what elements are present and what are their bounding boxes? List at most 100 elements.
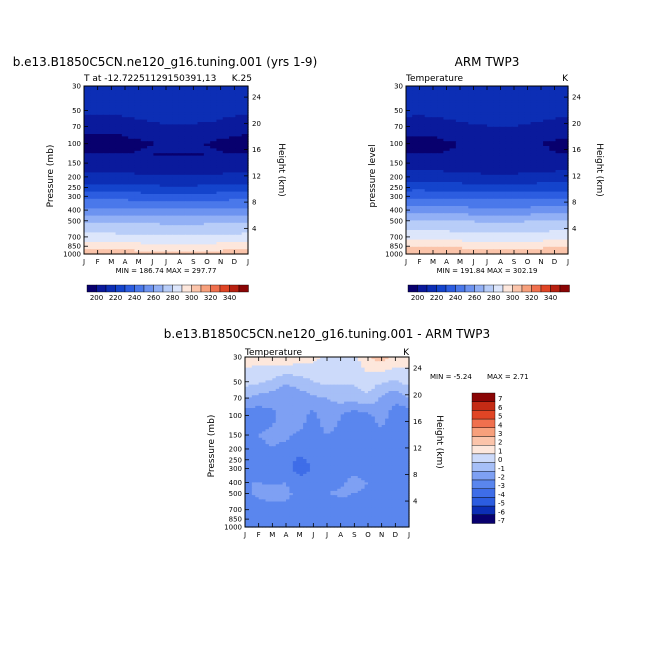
heatmap-cell bbox=[102, 189, 110, 193]
heatmap-cell bbox=[530, 86, 538, 89]
heatmap-cell bbox=[505, 196, 513, 200]
heatmap-cell bbox=[216, 227, 224, 231]
heatmap-cell bbox=[115, 98, 123, 101]
heatmap-cell bbox=[203, 210, 211, 214]
heatmap-cell bbox=[536, 239, 544, 243]
heatmap-cell bbox=[511, 98, 519, 101]
heatmap-cell bbox=[378, 359, 383, 362]
heatmap-cell bbox=[166, 158, 173, 161]
heatmap-cell bbox=[543, 177, 550, 181]
heatmap-cell bbox=[289, 365, 294, 369]
heatmap-cell bbox=[405, 363, 410, 367]
heatmap-cell bbox=[90, 191, 98, 195]
heatmap-cell bbox=[405, 359, 410, 362]
heatmap-cell bbox=[159, 244, 167, 248]
heatmap-cell bbox=[391, 363, 396, 367]
heatmap-cell bbox=[330, 405, 335, 409]
heatmap-cell bbox=[462, 182, 469, 185]
heatmap-cell bbox=[474, 150, 482, 154]
heatmap-cell bbox=[323, 395, 328, 398]
heatmap-cell bbox=[549, 124, 557, 128]
heatmap-cell bbox=[412, 155, 420, 159]
heatmap-cell bbox=[361, 374, 366, 377]
heatmap-cell bbox=[216, 102, 224, 106]
heatmap-cell bbox=[140, 191, 148, 195]
heatmap-cell bbox=[109, 114, 117, 118]
panel-obs-ylabel: pressure level bbox=[368, 144, 378, 207]
heatmap-cell bbox=[115, 136, 123, 140]
heatmap-cell bbox=[530, 218, 538, 221]
heatmap-cell bbox=[272, 397, 277, 401]
heatmap-cell bbox=[115, 174, 123, 178]
heatmap-cell bbox=[398, 359, 403, 362]
heatmap-cell bbox=[265, 369, 270, 373]
heatmap-cell bbox=[203, 179, 211, 183]
heatmap-cell bbox=[449, 198, 457, 202]
heatmap-cell bbox=[153, 112, 161, 116]
heatmap-cell bbox=[364, 357, 369, 360]
heatmap-cell bbox=[128, 220, 136, 224]
heatmap-cell bbox=[84, 201, 91, 205]
heatmap-cell bbox=[449, 182, 457, 185]
heatmap-cell bbox=[251, 378, 256, 381]
heatmap-cell bbox=[455, 95, 463, 99]
colorbar-swatch bbox=[464, 284, 475, 293]
heatmap-cell bbox=[430, 210, 438, 214]
heatmap-cell bbox=[235, 153, 243, 157]
heatmap-cell bbox=[229, 234, 236, 238]
heatmap-cell bbox=[134, 141, 142, 145]
heatmap-cell bbox=[468, 239, 476, 243]
heatmap-cell bbox=[121, 242, 129, 245]
heatmap-cell bbox=[210, 119, 218, 123]
heatmap-cell bbox=[402, 384, 407, 388]
heatmap-cell bbox=[159, 93, 167, 97]
heatmap-cell bbox=[316, 363, 321, 367]
heatmap-cell bbox=[449, 227, 457, 231]
heatmap-cell bbox=[134, 225, 142, 229]
heatmap-cell bbox=[128, 131, 136, 135]
heatmap-cell bbox=[121, 182, 129, 185]
heatmap-cell bbox=[505, 251, 513, 255]
heatmap-cell bbox=[511, 174, 519, 178]
heatmap-cell bbox=[524, 244, 532, 248]
heatmap-cell bbox=[109, 225, 117, 229]
heatmap-cell bbox=[536, 210, 544, 214]
heatmap-cell bbox=[398, 361, 403, 364]
heatmap-cell bbox=[462, 165, 469, 169]
heatmap-cell bbox=[229, 136, 236, 140]
heatmap-cell bbox=[418, 102, 426, 106]
heatmap-cell bbox=[172, 129, 180, 133]
heatmap-cell bbox=[235, 184, 243, 188]
heatmap-cell bbox=[418, 218, 426, 221]
heatmap-cell bbox=[241, 126, 249, 130]
heatmap-cell bbox=[402, 365, 407, 369]
heatmap-cell bbox=[462, 210, 469, 214]
heatmap-cell bbox=[299, 388, 304, 392]
heatmap-cell bbox=[511, 182, 519, 185]
heatmap-cell bbox=[430, 98, 438, 101]
heatmap-cell bbox=[449, 174, 457, 178]
heatmap-cell bbox=[385, 399, 390, 403]
heatmap-cell bbox=[561, 129, 569, 133]
heatmap-cell bbox=[536, 172, 544, 176]
heatmap-cell bbox=[518, 155, 525, 159]
heatmap-cell bbox=[468, 227, 476, 231]
colorbar-label: 280 bbox=[487, 294, 500, 302]
heatmap-cell bbox=[505, 143, 513, 147]
heatmap-cell bbox=[357, 361, 362, 364]
heatmap-cell bbox=[191, 112, 199, 116]
heatmap-cell bbox=[443, 244, 451, 248]
heatmap-cell bbox=[178, 136, 186, 140]
heatmap-cell bbox=[405, 395, 410, 398]
heatmap-cell bbox=[241, 251, 249, 255]
heatmap-cell bbox=[222, 246, 230, 250]
heatmap-cell bbox=[128, 191, 136, 195]
heatmap-cell bbox=[555, 155, 563, 159]
heatmap-cell bbox=[340, 371, 345, 375]
heatmap-cell bbox=[229, 158, 236, 161]
heatmap-cell bbox=[518, 179, 525, 183]
heatmap-cell bbox=[153, 150, 161, 154]
heatmap-cell bbox=[191, 196, 199, 200]
heatmap-cell bbox=[350, 359, 355, 362]
heatmap-cell bbox=[172, 198, 180, 202]
